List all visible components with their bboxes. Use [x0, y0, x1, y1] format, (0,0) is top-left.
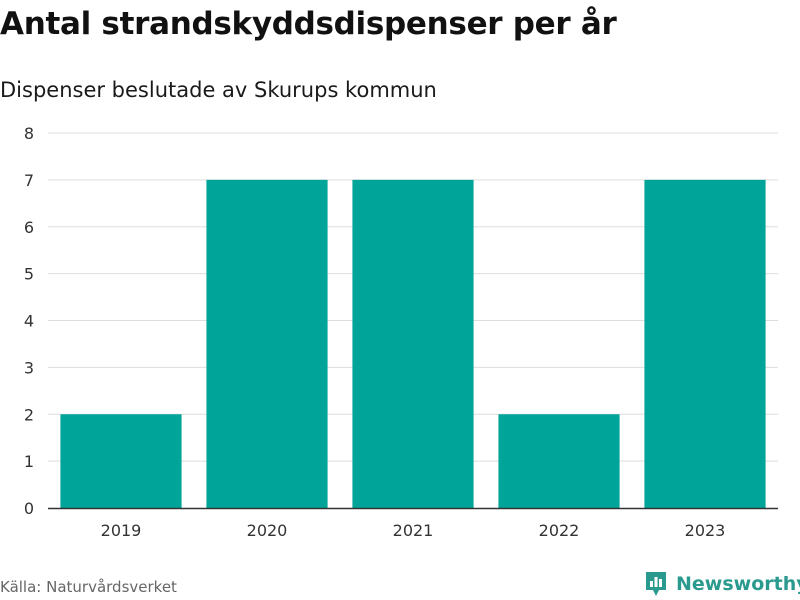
x-tick-label: 2019 — [101, 521, 142, 540]
chart-title: Antal strandskyddsdispenser per år — [0, 6, 617, 42]
x-tick-label: 2023 — [685, 521, 726, 540]
source-note: Källa: Naturvårdsverket — [0, 578, 177, 596]
y-tick-label: 4 — [24, 312, 34, 331]
y-axis-ticks: 0 1 2 3 4 5 6 7 8 — [24, 124, 34, 518]
bar-chart: 0 1 2 3 4 5 6 7 8 2019 2020 2021 2022 2023 — [24, 124, 778, 540]
bar — [644, 179, 766, 508]
x-tick-label: 2022 — [539, 521, 580, 540]
y-tick-label: 8 — [24, 124, 34, 143]
y-tick-label: 1 — [24, 452, 34, 471]
y-tick-label: 5 — [24, 265, 34, 284]
y-tick-label: 2 — [24, 405, 34, 424]
x-tick-label: 2020 — [247, 521, 288, 540]
brand-logo-block: Newsworthy — [644, 570, 800, 598]
y-tick-label: 0 — [24, 499, 34, 518]
y-tick-label: 3 — [24, 358, 34, 377]
bar — [60, 414, 182, 508]
chart-subtitle: Dispenser beslutade av Skurups kommun — [0, 78, 437, 102]
bar — [206, 179, 328, 508]
y-tick-label: 7 — [24, 171, 34, 190]
bars — [60, 179, 766, 508]
x-axis-ticks: 2019 2020 2021 2022 2023 — [101, 521, 726, 540]
x-tick-label: 2021 — [393, 521, 434, 540]
y-tick-label: 6 — [24, 218, 34, 237]
brand-name: Newsworthy — [676, 573, 800, 595]
newsworthy-logo-icon — [646, 572, 666, 596]
bar — [352, 179, 474, 508]
bar — [498, 414, 620, 508]
